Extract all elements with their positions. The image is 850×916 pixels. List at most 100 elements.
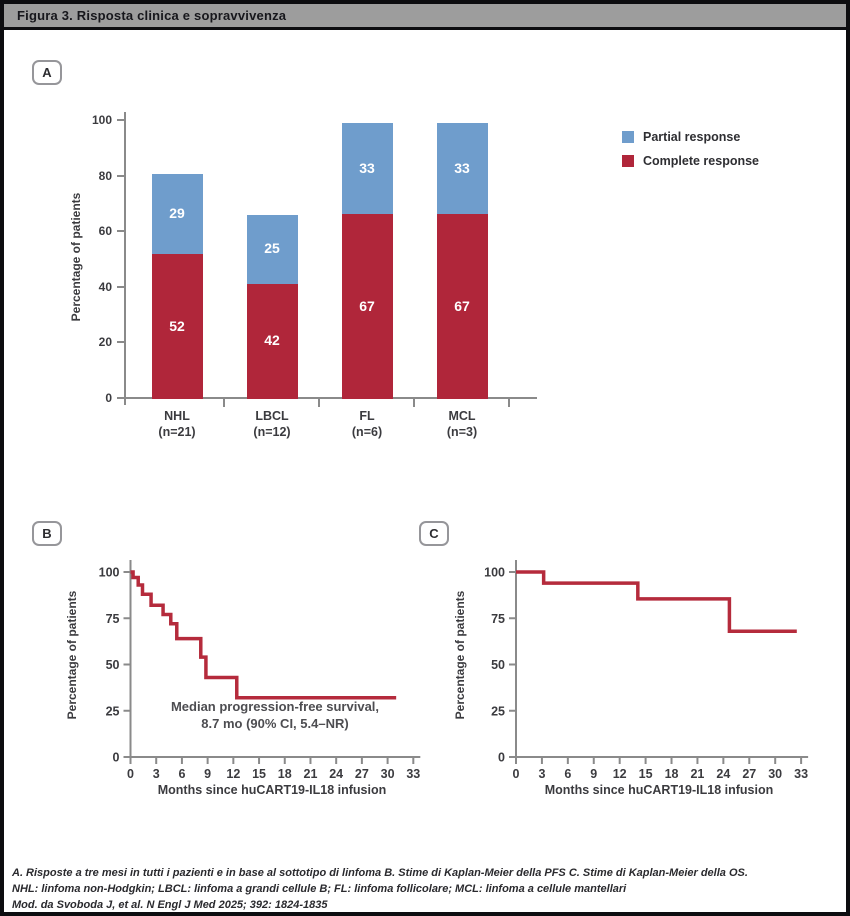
km-x-tick-label-30: 30 — [381, 767, 395, 781]
km-x-tick-label-24: 24 — [329, 767, 343, 781]
bar-complete-NHL — [151, 254, 203, 399]
os-y-axis-title: Percentage of patients — [453, 590, 467, 720]
bar-partial-LBCL — [246, 214, 298, 284]
km-x-tick-label-21: 21 — [304, 767, 318, 781]
bar-y-tick-40 — [117, 285, 126, 288]
km-y-tick-label-0: 0 — [113, 751, 120, 765]
km-x-tick-label-15: 15 — [639, 767, 653, 781]
bar-category-label-MCL: MCL (n=3) — [417, 408, 507, 440]
bar-y-tick-100 — [117, 119, 126, 121]
pfs-km-chart: 0 25 50 75 100 0 3 6 9 12 15 18 21 24 27 30 33 — [99, 560, 421, 781]
km-x-tick-label-24: 24 — [716, 767, 730, 781]
bar-category-n-MCL: (n=3) — [446, 425, 478, 439]
km-y-tick-label-75: 75 — [106, 612, 120, 626]
bar-complete-MCL — [436, 214, 488, 399]
bar-category-label-LBCL: LBCL (n=12) — [227, 408, 317, 440]
km-x-tick-label-18: 18 — [665, 767, 679, 781]
bar-x-axis — [117, 397, 537, 399]
figure-title: Figura 3. Risposta clinica e sopravviven… — [17, 8, 287, 23]
km-x-tick-label-30: 30 — [768, 767, 782, 781]
km-x-tick-label-15: 15 — [252, 767, 266, 781]
legend-item-partial: Partial response — [622, 130, 759, 144]
complete-response-swatch — [622, 155, 634, 167]
km-x-tick-label-21: 21 — [690, 767, 704, 781]
bar-y-tick-20 — [117, 341, 126, 344]
km-x-tick-label-12: 12 — [613, 767, 627, 781]
km-x-tick-label-9: 9 — [590, 767, 597, 781]
bar-category-name-LBCL: LBCL — [255, 409, 289, 423]
bar-category-n-FL: (n=6) — [351, 425, 383, 439]
km-y-tick-label-75: 75 — [491, 612, 505, 626]
bar-x-minor-tick-2 — [413, 399, 415, 407]
figure-header: Figura 3. Risposta clinica e sopravviven… — [4, 4, 846, 30]
bar-complete-value-LBCL: 42 — [264, 332, 280, 349]
km-x-tick-label-6: 6 — [178, 767, 185, 781]
km-x-tick-label-27: 27 — [742, 767, 756, 781]
panel-c-label: C — [419, 521, 449, 546]
bar-partial-value-NHL: 29 — [169, 205, 185, 222]
km-survival-curve — [516, 570, 797, 633]
legend: Partial response Complete response — [622, 130, 759, 178]
bar-y-tick-label-80: 80 — [98, 168, 112, 183]
bar-y-tick-60 — [117, 230, 126, 233]
bar-x-minor-tick-0 — [223, 399, 225, 407]
pfs-x-axis-title: Months since huCART19-IL18 infusion — [157, 783, 387, 797]
bar-x-minor-tick-3 — [508, 399, 510, 407]
km-x-tick-label-3: 3 — [153, 767, 160, 781]
km-x-tick-label-12: 12 — [226, 767, 240, 781]
bar-partial-value-MCL: 33 — [454, 159, 470, 176]
bar-category-n-NHL: (n=21) — [158, 425, 196, 439]
bar-category-name-NHL: NHL — [164, 409, 190, 423]
bar-y-tick-label-20: 20 — [98, 335, 112, 350]
pfs-y-axis-title: Percentage of patients — [65, 590, 79, 720]
partial-response-swatch — [622, 131, 634, 143]
legend-label-complete: Complete response — [643, 154, 760, 168]
bar-y-tick-label-40: 40 — [98, 279, 112, 294]
km-x-tick-label-33: 33 — [794, 767, 808, 781]
km-x-tick-label-27: 27 — [355, 767, 369, 781]
legend-label-partial: Partial response — [643, 130, 741, 144]
bar-y-tick-label-60: 60 — [98, 224, 112, 239]
bar-y-tick-label-0: 0 — [105, 391, 112, 405]
km-x-tick-label-9: 9 — [204, 767, 211, 781]
bar-y-tick-80 — [117, 174, 126, 177]
panel-b-label: B — [32, 521, 62, 546]
bar-y-axis — [124, 112, 126, 405]
km-x-tick-label-18: 18 — [278, 767, 292, 781]
bar-category-label-FL: FL (n=6) — [322, 408, 412, 440]
km-y-tick-label-0: 0 — [498, 751, 505, 765]
bar-category-name-MCL: MCL — [448, 409, 476, 423]
os-km-chart: 0 25 50 75 100 0 3 6 9 12 15 18 21 24 27 30 33 — [484, 560, 809, 781]
km-y-tick-label-50: 50 — [491, 658, 505, 672]
pfs-annotation-line2: 8.7 mo (90% CI, 5.4–NR) — [201, 716, 349, 731]
bar-partial-NHL — [151, 173, 203, 255]
footnote-citation: Mod. da Svoboda J, et al. N Engl J Med 2… — [12, 899, 328, 911]
km-y-tick-label-50: 50 — [106, 658, 120, 672]
bar-complete-LBCL — [246, 283, 298, 399]
bar-partial-value-FL: 33 — [359, 159, 375, 176]
bar-y-tick-0 — [117, 397, 126, 399]
km-x-tick-label-6: 6 — [564, 767, 571, 781]
bar-category-label-NHL: NHL (n=21) — [132, 408, 222, 440]
bar-x-minor-tick-1 — [318, 399, 320, 407]
legend-item-complete: Complete response — [622, 154, 759, 168]
bar-category-n-LBCL: (n=12) — [253, 425, 291, 439]
pfs-annotation-line1: Median progression-free survival, — [170, 699, 380, 714]
bar-complete-value-MCL: 67 — [454, 297, 470, 314]
bar-partial-FL — [341, 123, 393, 215]
km-x-tick-label-0: 0 — [127, 767, 134, 781]
km-x-tick-label-33: 33 — [406, 767, 420, 781]
km-x-tick-label-0: 0 — [513, 767, 520, 781]
panel-a-label: A — [32, 60, 62, 85]
km-survival-curve — [130, 570, 397, 700]
km-y-tick-label-100: 100 — [484, 566, 505, 580]
pfs-median-annotation: Median progression-free survival, 8.7 mo… — [135, 698, 415, 732]
km-y-tick-label-25: 25 — [106, 704, 120, 718]
km-y-tick-label-25: 25 — [491, 704, 505, 718]
os-x-axis-title: Months since huCART19-IL18 infusion — [544, 783, 774, 797]
bar-chart-y-axis-title: Percentage of patients — [69, 192, 83, 322]
km-x-tick-label-3: 3 — [538, 767, 545, 781]
bar-complete-value-NHL: 52 — [169, 317, 185, 334]
bar-complete-value-FL: 67 — [359, 297, 375, 314]
